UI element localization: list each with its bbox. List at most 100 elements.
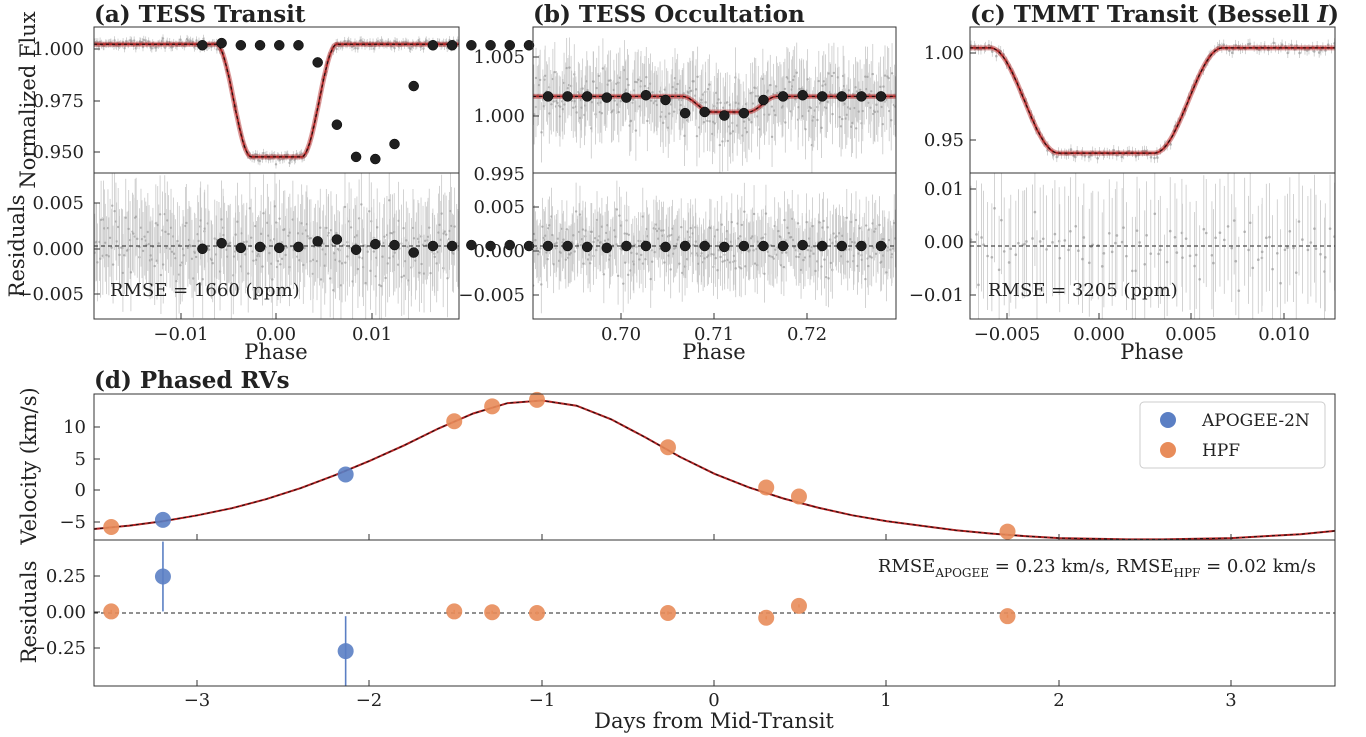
rv-residual-point (790, 597, 807, 614)
raw-point (893, 221, 896, 225)
panel-d-ytick: 10 (63, 417, 86, 438)
raw-point (452, 252, 455, 255)
panel-c-bottom-frame (969, 172, 1336, 320)
raw-point (868, 255, 872, 258)
raw-point (609, 79, 612, 82)
raw-point (676, 238, 679, 241)
raw-point (1141, 150, 1144, 153)
raw-point (346, 255, 349, 258)
raw-point (136, 237, 139, 241)
raw-point (763, 272, 766, 276)
panel-b-res-ytick: 0.000 (473, 241, 525, 262)
raw-point (596, 239, 600, 242)
raw-point (675, 88, 678, 91)
legend-label-hpf: HPF (1202, 441, 1240, 461)
raw-point (1157, 252, 1160, 256)
raw-point (852, 93, 855, 96)
raw-point (786, 77, 790, 80)
raw-point (751, 102, 755, 105)
raw-point (1135, 229, 1139, 232)
raw-point (540, 283, 543, 286)
raw-point (568, 66, 571, 69)
rv-model-median (94, 399, 1335, 540)
model (94, 41, 459, 160)
raw-point (629, 119, 633, 122)
raw-point (389, 231, 392, 235)
binned-point (466, 40, 477, 51)
panel-a-bottom-plot (94, 173, 535, 319)
panel-b-xtick: 0.70 (601, 324, 641, 345)
raw-point (141, 45, 145, 49)
raw-point (127, 227, 130, 231)
raw-point (1075, 149, 1079, 153)
raw-point (255, 153, 259, 156)
raw-point (1286, 51, 1290, 55)
raw-point (840, 255, 843, 258)
raw-point (726, 101, 729, 104)
raw-point (1256, 258, 1260, 262)
binned-point (427, 240, 439, 252)
raw-point (832, 232, 835, 235)
binned-point (485, 40, 496, 51)
raw-point (832, 71, 836, 75)
raw-point (412, 237, 416, 240)
raw-point (774, 248, 777, 252)
raw-point (890, 253, 894, 256)
raw-point (671, 85, 674, 89)
raw-point (730, 220, 733, 224)
raw-point (1023, 242, 1026, 246)
raw-point (764, 212, 768, 215)
raw-point (292, 154, 295, 157)
raw-point (562, 238, 565, 241)
raw-point (867, 264, 870, 268)
raw-point (810, 246, 814, 249)
raw-point (851, 121, 854, 125)
raw-point (553, 70, 557, 74)
raw-point (213, 237, 216, 240)
binned-point (542, 91, 554, 102)
raw-point (356, 267, 360, 271)
raw-point (663, 261, 666, 264)
raw-point (1234, 259, 1238, 263)
rv-point (999, 523, 1016, 540)
raw-point (854, 218, 858, 222)
raw-point (1149, 252, 1153, 256)
raw-point (189, 244, 192, 248)
raw-point (332, 49, 335, 53)
raw-point (827, 277, 830, 280)
raw-point (1279, 281, 1282, 285)
raw-point (592, 240, 595, 244)
raw-point (322, 242, 325, 245)
raw-point (1294, 271, 1298, 274)
raw-point (1295, 44, 1298, 47)
raw-point (651, 91, 654, 94)
raw-point (888, 109, 891, 113)
raw-point (145, 243, 148, 246)
raw-point (437, 231, 440, 234)
raw-point (166, 40, 169, 43)
raw-point (776, 91, 779, 95)
binned-point (523, 40, 535, 51)
raw-point (1051, 241, 1054, 244)
binned-point (660, 94, 671, 106)
panel-b: 1.005 1.000 0.995 0.005 0.000 −0.005 0.7… (458, 26, 897, 364)
raw-point (817, 79, 821, 83)
raw-point (870, 256, 873, 259)
raw-point (418, 40, 421, 44)
binned-point (640, 89, 652, 101)
raw-point (650, 260, 654, 263)
panel-b-ytick: 1.000 (473, 106, 525, 127)
binned-point (350, 244, 362, 255)
raw-point (1260, 250, 1264, 254)
raw-point (847, 89, 851, 92)
raw-point (373, 45, 377, 48)
raw-point (754, 94, 758, 98)
raw-point (990, 50, 994, 53)
raw-point (247, 272, 250, 275)
raw-point (258, 159, 262, 163)
raw-point (306, 234, 309, 238)
raw-point (584, 229, 587, 232)
raw-point (252, 259, 255, 262)
raw-point (172, 252, 176, 255)
raw-point (561, 241, 564, 244)
